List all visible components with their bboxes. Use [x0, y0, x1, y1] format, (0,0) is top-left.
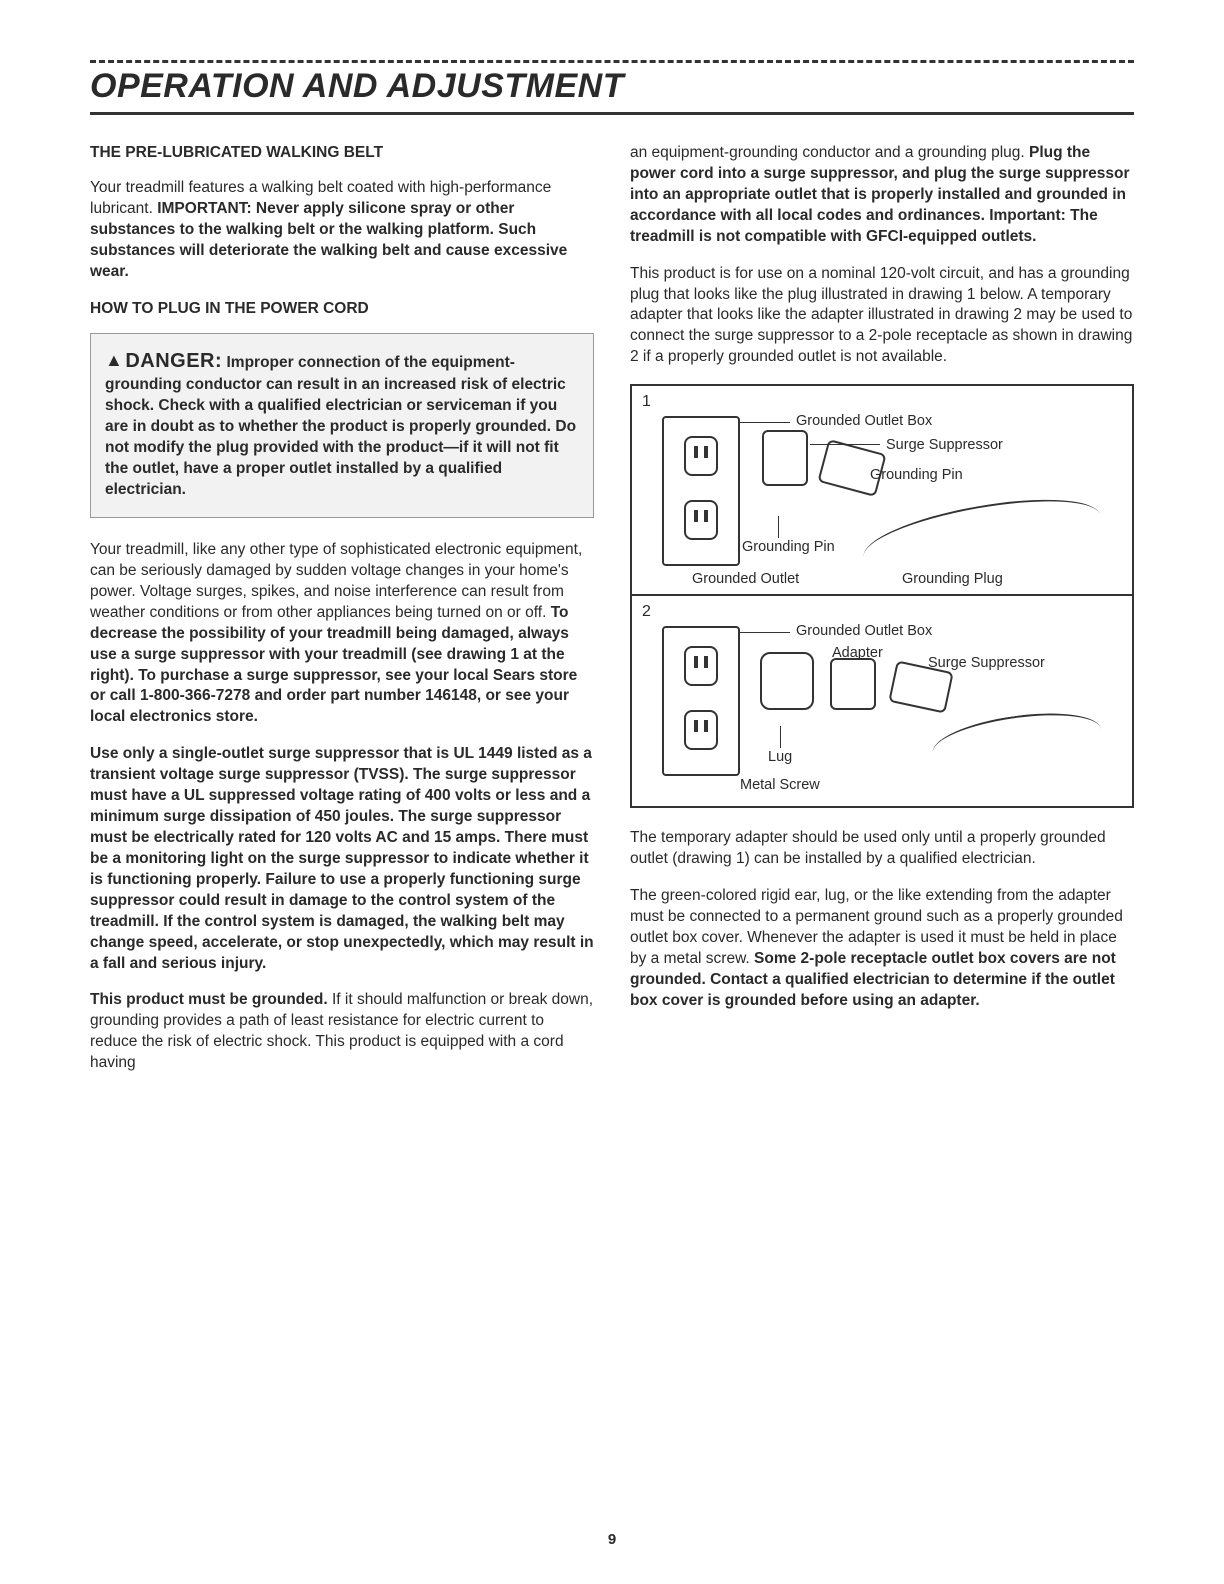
socket-icon	[684, 500, 718, 540]
socket-icon	[684, 710, 718, 750]
para-120v: This product is for use on a nominal 120…	[630, 264, 1134, 369]
para-surge-spec: Use only a single-outlet surge suppresso…	[90, 744, 594, 974]
label-grounding-pin: Grounding Pin	[870, 466, 963, 485]
socket-icon	[684, 646, 718, 686]
para-grounding: This product must be grounded. If it sho…	[90, 990, 594, 1074]
figure-number: 2	[642, 602, 651, 623]
text-bold: IMPORTANT: Never apply silicone spray or…	[90, 200, 567, 280]
left-column: THE PRE-LUBRICATED WALKING BELT Your tre…	[90, 143, 594, 1090]
para-temp-adapter: The temporary adapter should be used onl…	[630, 828, 1134, 870]
leader-line	[778, 516, 779, 538]
para-grounding-cont: an equipment-grounding conductor and a g…	[630, 143, 1134, 248]
cord-icon	[929, 705, 1104, 778]
outlet-plate-icon	[662, 626, 740, 776]
label-grounding-pin: Grounding Pin	[742, 538, 835, 557]
text: an equipment-grounding conductor and a g…	[630, 144, 1029, 161]
danger-label: ▲DANGER:	[105, 350, 222, 372]
label-adapter: Adapter	[832, 644, 883, 663]
figure-1: 1 Grounded Outlet Box Surge Suppressor G…	[632, 386, 1132, 596]
label-metal-screw: Metal Screw	[740, 776, 820, 795]
label-lug: Lug	[768, 748, 792, 767]
label-grounding-plug: Grounding Plug	[902, 570, 1003, 589]
label-grounded-outlet-box: Grounded Outlet Box	[796, 622, 932, 641]
figure-box: 1 Grounded Outlet Box Surge Suppressor G…	[630, 384, 1134, 808]
label-surge-suppressor: Surge Suppressor	[928, 654, 1045, 673]
surge-suppressor-icon	[830, 658, 876, 710]
adapter-icon	[760, 652, 814, 710]
label-surge-suppressor: Surge Suppressor	[886, 436, 1003, 455]
surge-suppressor-icon	[762, 430, 808, 486]
label-grounded-outlet: Grounded Outlet	[692, 570, 799, 589]
subhead-power-cord: HOW TO PLUG IN THE POWER CORD	[90, 299, 594, 320]
leader-line	[740, 422, 790, 423]
socket-icon	[684, 436, 718, 476]
warning-triangle-icon: ▲	[105, 348, 123, 372]
two-column-layout: THE PRE-LUBRICATED WALKING BELT Your tre…	[90, 143, 1134, 1090]
text-bold: To decrease the possibility of your trea…	[90, 604, 577, 726]
figure-2: 2 Grounded Outlet Box Adapter Surge Supp…	[632, 596, 1132, 806]
label-grounded-outlet-box: Grounded Outlet Box	[796, 412, 932, 431]
para-surge-intro: Your treadmill, like any other type of s…	[90, 540, 594, 728]
text: Your treadmill, like any other type of s…	[90, 541, 582, 621]
leader-line	[780, 726, 781, 748]
para-walking-belt: Your treadmill features a walking belt c…	[90, 178, 594, 283]
section-title: OPERATION AND ADJUSTMENT	[90, 60, 1134, 115]
outlet-plate-icon	[662, 416, 740, 566]
leader-line	[810, 444, 880, 445]
para-lug: The green-colored rigid ear, lug, or the…	[630, 886, 1134, 1012]
right-column: an equipment-grounding conductor and a g…	[630, 143, 1134, 1090]
leader-line	[740, 632, 790, 633]
page-number: 9	[608, 1531, 616, 1548]
danger-box: ▲DANGER: Improper connection of the equi…	[90, 333, 594, 518]
danger-text: Improper connection of the equipment-gro…	[105, 354, 576, 498]
figure-number: 1	[642, 392, 651, 413]
subhead-walking-belt: THE PRE-LUBRICATED WALKING BELT	[90, 143, 594, 164]
text-bold: This product must be grounded.	[90, 991, 328, 1008]
danger-word: DANGER:	[125, 350, 222, 372]
